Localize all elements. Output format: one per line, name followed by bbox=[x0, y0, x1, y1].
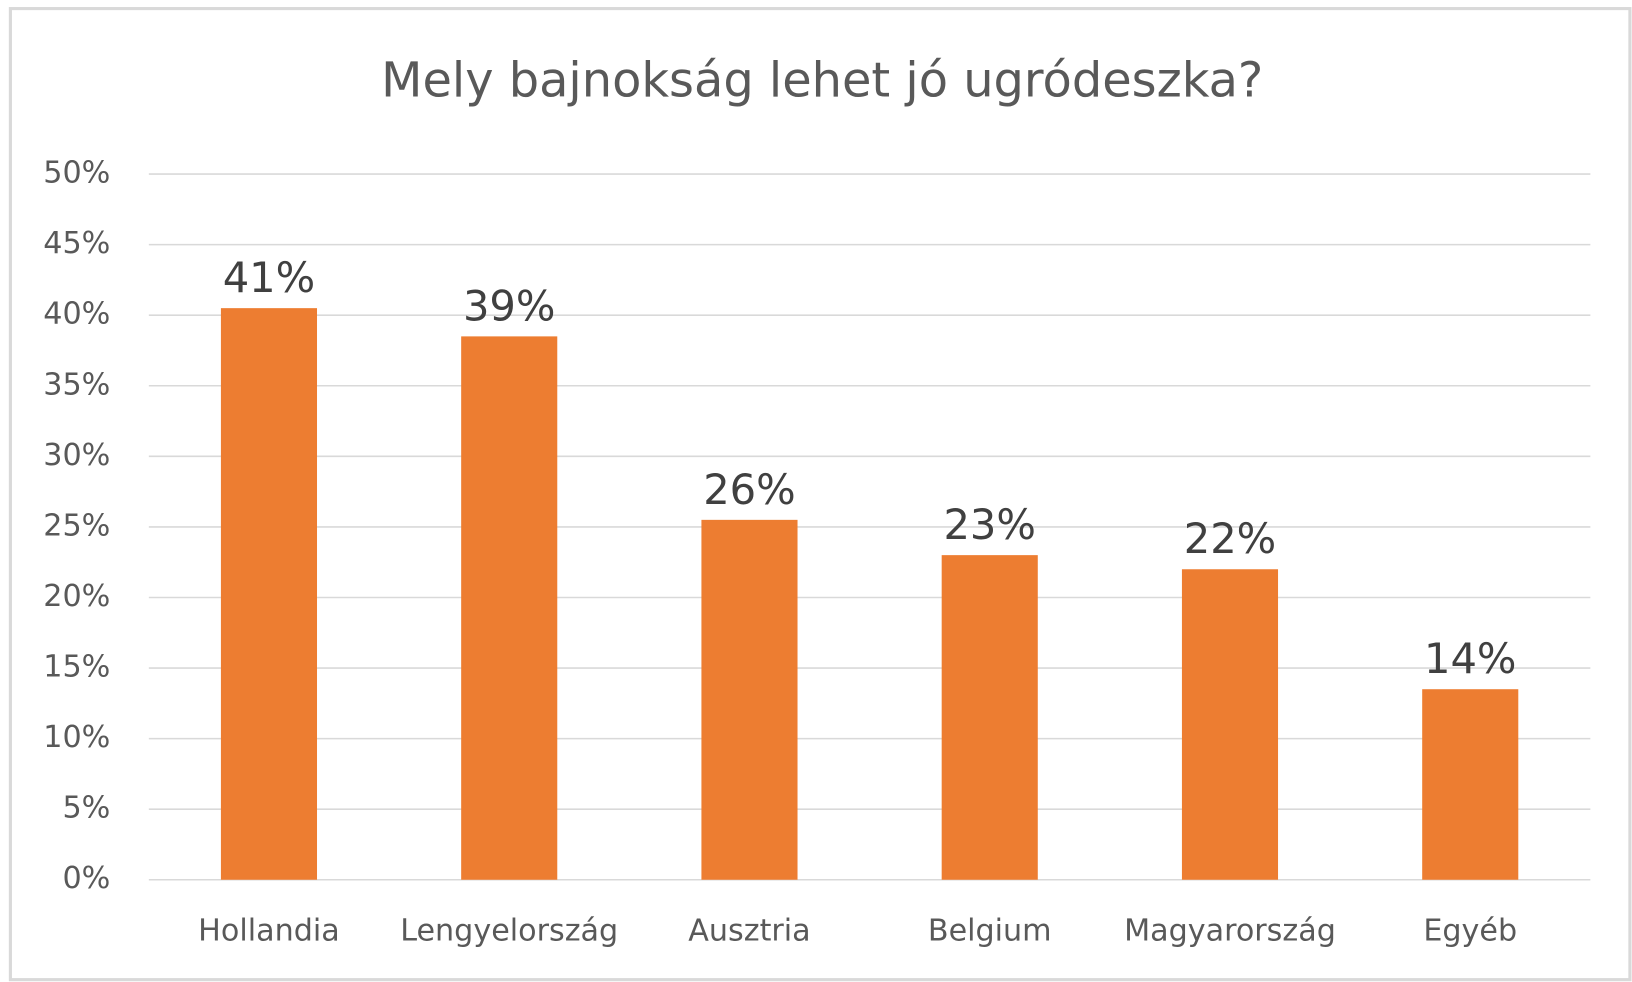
y-tick-label: 15% bbox=[43, 650, 110, 685]
y-tick-label: 5% bbox=[62, 791, 110, 826]
y-tick-label: 50% bbox=[43, 156, 110, 191]
x-tick-label: Egyéb bbox=[1423, 913, 1517, 948]
y-tick-label: 0% bbox=[62, 861, 110, 896]
x-tick-label: Lengyelország bbox=[400, 913, 618, 948]
x-tick-label: Hollandia bbox=[198, 913, 340, 948]
y-tick-label: 20% bbox=[43, 579, 110, 614]
x-tick-label: Magyarország bbox=[1124, 913, 1336, 948]
y-tick-label: 45% bbox=[43, 226, 110, 261]
data-label: 22% bbox=[1184, 514, 1277, 563]
x-tick-label: Ausztria bbox=[688, 913, 810, 948]
y-tick-label: 25% bbox=[43, 508, 110, 543]
data-label: 14% bbox=[1424, 634, 1517, 683]
x-tick-label: Belgium bbox=[928, 913, 1052, 948]
data-label: 39% bbox=[463, 281, 556, 330]
bar bbox=[220, 308, 318, 880]
bar bbox=[461, 336, 558, 880]
data-label: 26% bbox=[703, 465, 796, 514]
bar bbox=[1422, 689, 1519, 880]
data-label: 41% bbox=[223, 253, 316, 302]
y-tick-label: 35% bbox=[43, 367, 110, 402]
y-tick-label: 30% bbox=[43, 438, 110, 473]
y-tick-label: 40% bbox=[43, 297, 110, 332]
bar bbox=[1181, 569, 1279, 880]
y-tick-label: 10% bbox=[43, 720, 110, 755]
data-label: 23% bbox=[943, 500, 1036, 549]
bar bbox=[701, 519, 798, 880]
chart-title: Mely bajnokság lehet jó ugródeszka? bbox=[381, 54, 1263, 109]
bar bbox=[941, 555, 1038, 880]
